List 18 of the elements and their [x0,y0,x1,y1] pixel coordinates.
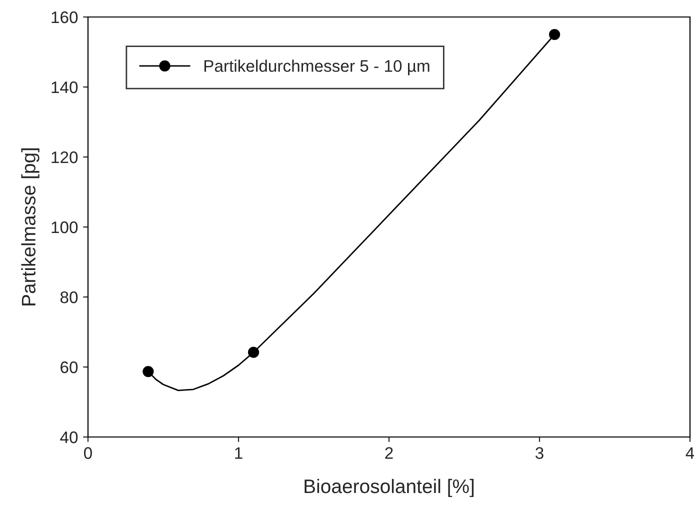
point [248,346,260,358]
y-tick-label: 120 [52,151,78,164]
y-tick-label: 60 [60,361,78,374]
y-tick-label: 40 [60,431,78,444]
y-tick-label: 100 [52,221,78,234]
x-axis-title: Bioaerosolanteil [%] [304,478,474,498]
point [142,366,154,378]
x-tick-label: 1 [235,447,242,459]
legend-label: Partikeldurchmesser 5 - 10 µm [204,60,430,76]
x-tick-label: 4 [686,447,694,459]
y-tick-label: 160 [52,11,78,24]
x-tick-label: 0 [84,447,92,459]
x-tick-label: 2 [385,447,393,459]
y-axis-title: Partikelmasse [pg] [21,148,40,306]
y-tick-label: 80 [60,291,78,304]
point [548,28,560,40]
y-tick-label: 140 [52,81,78,94]
x-tick-label: 3 [536,447,544,459]
